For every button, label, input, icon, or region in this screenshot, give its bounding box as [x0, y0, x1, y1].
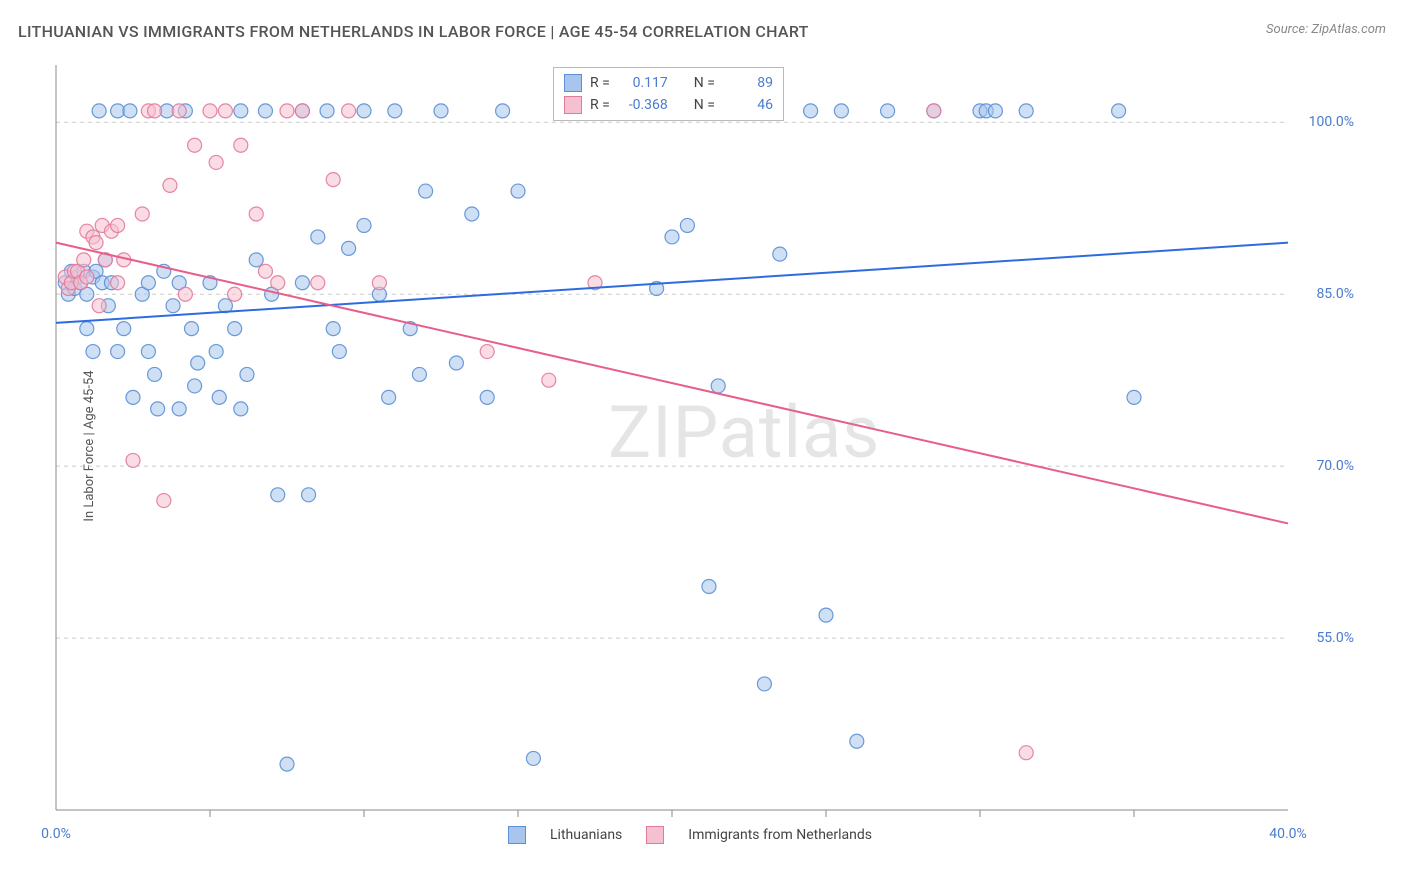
x-tick-label: 40.0% — [1269, 826, 1307, 842]
r-value-series2: -0.368 — [618, 97, 668, 113]
legend-label-series1: Lithuanians — [550, 827, 622, 843]
swatch-bottom2 — [646, 826, 664, 844]
y-tick-label: 70.0% — [1316, 458, 1354, 474]
stats-row-series2: R = -0.368 N = 46 — [564, 94, 773, 116]
r-label: R = — [590, 75, 610, 91]
stats-row-series1: R = 0.117 N = 89 — [564, 72, 773, 94]
swatch-bottom1 — [508, 826, 526, 844]
swatch-series1 — [564, 74, 582, 92]
chart-plot-area: ZIPatlas R = 0.117 N = 89 R = -0.368 N =… — [48, 60, 1358, 840]
source-attribution: Source: ZipAtlas.com — [1266, 22, 1386, 37]
n-label: N = — [694, 75, 715, 91]
y-tick-label: 85.0% — [1316, 286, 1354, 302]
scatter-plot-svg — [48, 60, 1358, 840]
bottom-legend: Lithuanians Immigrants from Netherlands — [508, 826, 872, 844]
n-value-series2: 46 — [723, 97, 773, 113]
r-label: R = — [590, 97, 610, 113]
swatch-series2 — [564, 96, 582, 114]
y-tick-label: 100.0% — [1309, 114, 1354, 130]
x-tick-label: 0.0% — [41, 826, 71, 842]
chart-title: LITHUANIAN VS IMMIGRANTS FROM NETHERLAND… — [18, 22, 809, 41]
y-tick-label: 55.0% — [1316, 630, 1354, 646]
n-label: N = — [694, 97, 715, 113]
r-value-series1: 0.117 — [618, 75, 668, 91]
legend-label-series2: Immigrants from Netherlands — [688, 827, 872, 843]
stats-legend: R = 0.117 N = 89 R = -0.368 N = 46 — [553, 67, 784, 121]
n-value-series1: 89 — [723, 75, 773, 91]
